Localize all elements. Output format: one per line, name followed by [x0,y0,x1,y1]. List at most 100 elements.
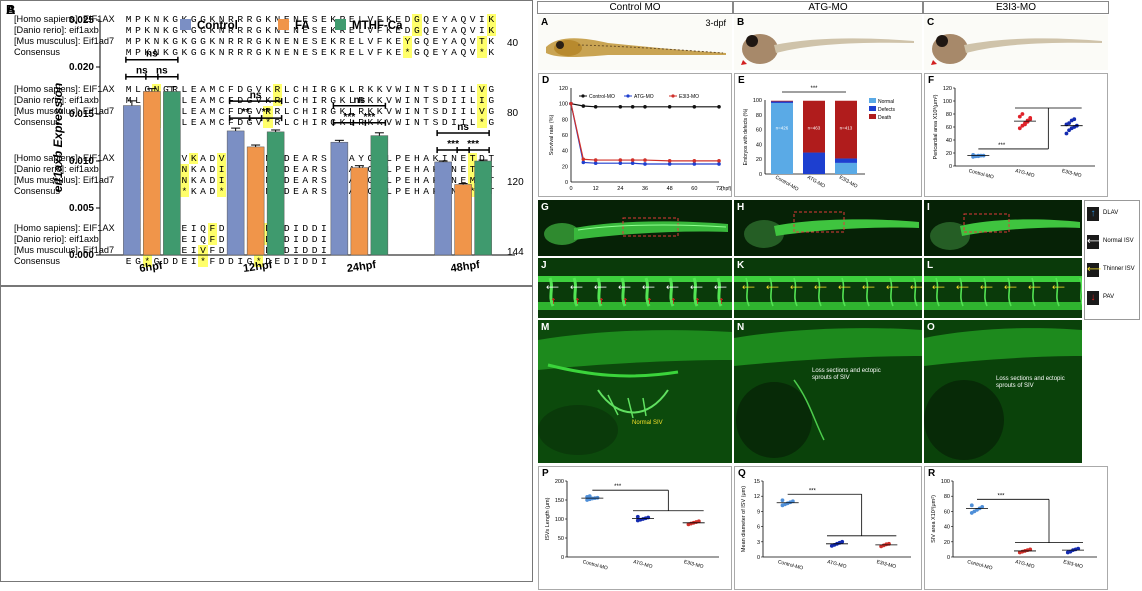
residue: T [423,84,430,95]
fluor-image-h: H [734,200,922,256]
significance-label: ns [354,95,366,106]
data-point [840,539,845,544]
residue: * [477,47,487,58]
residue: N [274,14,281,25]
y-tick-label: 0 [565,180,568,186]
legend-marker [671,94,675,98]
residue: L [386,164,392,175]
panel-a-letter: A [6,2,16,17]
residue: T [477,36,487,47]
residue: V [386,117,392,128]
bar [370,135,389,256]
residue: * [198,256,208,267]
x-tick-label: Control-MO [777,559,804,572]
annotation-loss-siv-n: Loss sections and ectopic sprouts of SIV [812,368,881,381]
legend-label: MTHF-Ca [352,20,403,32]
legend-swatch [869,98,876,103]
residue: N [153,47,160,58]
legend-label: Control [197,20,238,32]
pav-arrow: ↑ [598,297,605,306]
residue: L [283,117,290,128]
series-point [717,105,721,109]
residue: F [228,106,234,117]
residue: N [153,14,160,25]
data-point [1023,122,1027,127]
residue: D [218,245,225,256]
sequence-position-number: 144 [507,247,524,258]
residue: A [302,153,309,164]
residue: D [311,234,318,245]
residue: K [189,153,199,164]
fluor-image-m: M Normal SIV [538,320,732,463]
data-point [1017,114,1022,119]
residue: G [246,256,253,267]
dlav-vessel [538,276,732,282]
residue: P [135,14,141,25]
residue: D [441,84,448,95]
residue: V [198,245,208,256]
residue: Q [423,14,430,25]
series-point [692,162,697,166]
residue: A [200,95,206,106]
siv-area-chart: 0 20 40 60 80 100 SIV area X10³(μm²) Control-MO… [931,479,1097,572]
series-point [618,161,623,165]
residue: V [216,153,227,164]
legend-item: ⟵ Normal ISV [1087,235,1139,251]
sequence-label: [Mus musculus]: Eif1ad7 [14,175,115,185]
residue: F [207,234,217,245]
residue: D [441,95,448,106]
residue: L [181,95,188,106]
residue: A [423,175,430,186]
residue: E [432,25,439,36]
x-tick-label: 48hpf [450,259,481,275]
residue: R [246,47,253,58]
series-point [630,161,635,165]
embryo-image-control: A 3-dpf [538,15,732,70]
survival-rate-chart: 0 20 40 60 80 100 120 0 12 24 36 48 60 72(hpf) Surviva… [549,86,732,192]
x-axis-label: (hpf) [721,186,732,192]
residue: M [125,47,132,58]
panel-h-letter: H [737,202,745,213]
residue: D [283,175,290,186]
residue: K [486,25,496,36]
significance-label: *** [809,488,817,494]
residue: N [218,14,225,25]
residue: E [321,14,327,25]
y-tick-label: 0 [759,172,762,178]
residue: I [237,256,244,267]
significance-label: *** [344,112,356,123]
data-point [696,519,701,524]
residue: G [144,84,151,95]
y-tick-label: 0 [561,555,564,561]
panel-i-letter: I [927,202,930,213]
y-tick-label: 60 [756,128,762,134]
residue: N [293,25,299,36]
panel-g-letter: G [541,202,549,213]
residue: S [432,117,439,128]
legend-label: Death [878,115,892,121]
series-point [618,105,623,109]
panel-m-letter: M [541,322,550,333]
residue: A [200,186,206,197]
residue: N [274,36,281,47]
residue: P [395,186,402,197]
residue: G [172,25,179,36]
residue: R [321,84,327,95]
y-tick-label: 0.010 [69,156,94,167]
residue: D [404,14,411,25]
residue: Q [423,25,430,36]
residue: Q [200,223,206,234]
bar [330,141,349,256]
residue: L [469,117,476,128]
residue: K [144,47,151,58]
x-tick-label: ATG-MO [826,559,847,570]
residue: R [358,106,364,117]
data-point [1067,121,1071,125]
y-tick-label: 20 [944,540,950,546]
residue: V [367,47,374,58]
sequence-position-number: 40 [507,38,519,49]
residue: A [451,36,457,47]
significance-label: ** [242,107,250,118]
series-point [643,162,647,166]
panel-q-letter: Q [738,468,746,479]
